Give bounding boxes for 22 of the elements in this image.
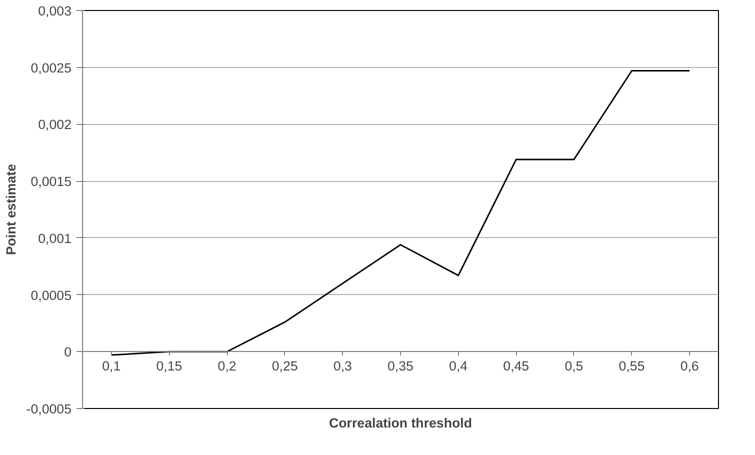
y-tick-label: 0,0005 [30,288,72,303]
y-tick-label: -0,0005 [26,402,72,416]
y-tick-label: 0,001 [38,230,72,246]
x-tick-label: 0,25 [272,358,298,374]
y-axis-title: Point estimate [3,164,18,256]
y-tick-label: 0,0025 [30,60,72,76]
x-tick-label: 0,15 [156,358,182,374]
y-tick-label: 0 [64,344,72,360]
x-tick-label: 0,35 [388,358,414,374]
x-tick-label: 0,55 [618,358,645,374]
x-tick-label: 0,2 [218,358,236,374]
x-tick-label: 0,45 [503,358,530,374]
y-tick-label: 0,003 [38,4,72,18]
x-tick-label: 0,3 [333,358,352,374]
x-axis-title: Correalation threshold [329,416,472,430]
x-tick-label: 0,6 [680,358,699,374]
y-tick-label: 0,0015 [30,174,72,190]
x-tick-label: 0,1 [102,358,121,374]
line-series [110,70,690,356]
x-tick-label: 0,4 [449,358,468,374]
y-tick-label: 0,002 [38,117,72,132]
x-tick-label: 0,5 [564,358,584,374]
